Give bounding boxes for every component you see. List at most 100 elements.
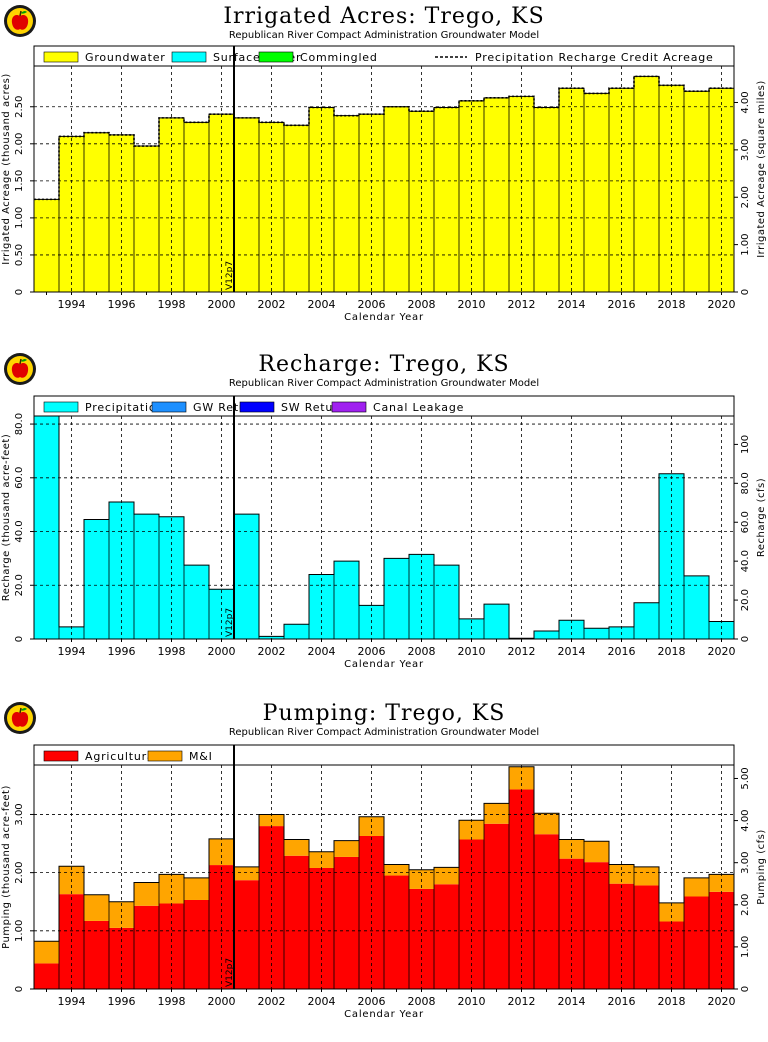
bar xyxy=(234,117,259,292)
bar xyxy=(409,111,434,292)
x-tick-label: 2016 xyxy=(608,995,636,1008)
bar xyxy=(34,963,59,989)
bar xyxy=(509,789,534,989)
bar xyxy=(584,841,609,863)
recharge-panel: Recharge: Trego, KS Republican River Com… xyxy=(0,348,768,693)
x-tick-label: 2006 xyxy=(358,645,386,658)
bar xyxy=(434,565,459,639)
x-tick-label: 1998 xyxy=(158,995,186,1008)
y2-tick-label: 5.00 xyxy=(740,767,751,789)
irrigated-acres-panel: Irrigated Acres: Trego, KS Republican Ri… xyxy=(0,0,768,345)
x-tick-label: 2004 xyxy=(308,995,336,1008)
x-tick-label: 2006 xyxy=(358,298,386,311)
bar xyxy=(634,76,659,292)
y2-tick-label: 4.00 xyxy=(740,809,751,831)
x-tick-label: 2004 xyxy=(308,298,336,311)
bar xyxy=(584,628,609,639)
legend-swatch xyxy=(331,401,367,413)
version-marker-label: V12p7 xyxy=(225,261,235,290)
y2-tick-label: 2.00 xyxy=(740,894,751,916)
x-tick-label: 2002 xyxy=(258,298,286,311)
bar xyxy=(484,604,509,639)
x-tick-label: 1994 xyxy=(58,645,86,658)
bar xyxy=(709,621,734,639)
y2-tick-label: 1.00 xyxy=(740,233,751,255)
y2-tick-label: 3.00 xyxy=(740,139,751,161)
bar xyxy=(34,941,59,964)
bar xyxy=(334,561,359,639)
bar xyxy=(434,107,459,292)
y-tick-label: 2.00 xyxy=(14,862,25,884)
apple-logo-icon xyxy=(3,701,37,739)
bar xyxy=(309,851,334,868)
y2-tick-label: 2.00 xyxy=(740,186,751,208)
legend-swatch xyxy=(171,51,207,63)
bar xyxy=(434,867,459,885)
y-tick-label: 20.0 xyxy=(14,574,25,596)
x-tick-label: 2004 xyxy=(308,645,336,658)
bar xyxy=(334,840,359,857)
bar xyxy=(84,132,109,292)
chart-subtitle: Republican River Compact Administration … xyxy=(228,378,540,389)
bar xyxy=(684,91,709,292)
version-marker-label: V12p7 xyxy=(225,608,235,637)
y2-tick-label: 60.0 xyxy=(740,511,751,533)
bar xyxy=(484,97,509,292)
bar xyxy=(634,602,659,639)
bar xyxy=(184,899,209,989)
bar xyxy=(234,866,259,881)
y2-tick-label: 40.0 xyxy=(740,550,751,572)
x-tick-label: 2018 xyxy=(658,995,686,1008)
y-tick-label: 1.50 xyxy=(14,170,25,192)
plot-frame xyxy=(33,45,735,293)
x-tick-label: 1996 xyxy=(108,995,136,1008)
x-tick-label: 2012 xyxy=(508,298,536,311)
x-tick-label: 2008 xyxy=(408,995,436,1008)
x-tick-label: 2014 xyxy=(558,645,586,658)
legend-label: Precipitation xyxy=(85,401,164,414)
x-tick-label: 2020 xyxy=(708,645,736,658)
x-tick-label: 1998 xyxy=(158,298,186,311)
legend-swatch xyxy=(43,401,79,413)
chart-subtitle: Republican River Compact Administration … xyxy=(228,30,540,41)
y-tick-label: 2.50 xyxy=(14,96,25,118)
y2-tick-label: 0 xyxy=(740,986,751,992)
y2-tick-label: 0 xyxy=(740,289,751,295)
x-tick-label: 2010 xyxy=(458,995,486,1008)
bar xyxy=(384,558,409,639)
x-tick-label: 2008 xyxy=(408,298,436,311)
x-tick-label: 2018 xyxy=(658,645,686,658)
y-axis-title: Irrigated Acreage (thousand acres) xyxy=(1,73,12,264)
bar xyxy=(184,565,209,639)
x-axis-title: Calendar Year xyxy=(344,659,424,670)
y2-axis-title: Pumping (cfs) xyxy=(756,829,767,904)
bar xyxy=(709,874,734,892)
x-tick-label: 2016 xyxy=(608,298,636,311)
precip-credit-line xyxy=(34,75,734,201)
bar xyxy=(534,834,559,989)
bar xyxy=(534,107,559,292)
bar xyxy=(559,88,584,292)
legend-label: Commingled xyxy=(300,51,378,64)
y2-axis-title: Irrigated Acreage (square miles) xyxy=(756,80,767,258)
x-tick-label: 2006 xyxy=(358,995,386,1008)
x-tick-label: 2002 xyxy=(258,645,286,658)
legend-label: M&I xyxy=(189,750,213,763)
apple-logo-icon xyxy=(3,352,37,390)
chart-subtitle: Republican River Compact Administration … xyxy=(228,727,540,738)
y-tick-label: 0 xyxy=(14,289,25,295)
y-tick-label: 2.00 xyxy=(14,133,25,155)
bar xyxy=(534,813,559,835)
y2-tick-label: 4.00 xyxy=(740,91,751,113)
x-tick-label: 2010 xyxy=(458,298,486,311)
bar xyxy=(334,856,359,989)
pumping-panel: Pumping: Trego, KS Republican River Comp… xyxy=(0,697,768,1042)
x-tick-label: 2000 xyxy=(208,298,236,311)
x-tick-label: 2012 xyxy=(508,645,536,658)
y-tick-label: 40.0 xyxy=(14,520,25,542)
bar xyxy=(134,882,159,906)
bar xyxy=(384,875,409,989)
bar xyxy=(684,896,709,989)
x-tick-label: 1996 xyxy=(108,298,136,311)
